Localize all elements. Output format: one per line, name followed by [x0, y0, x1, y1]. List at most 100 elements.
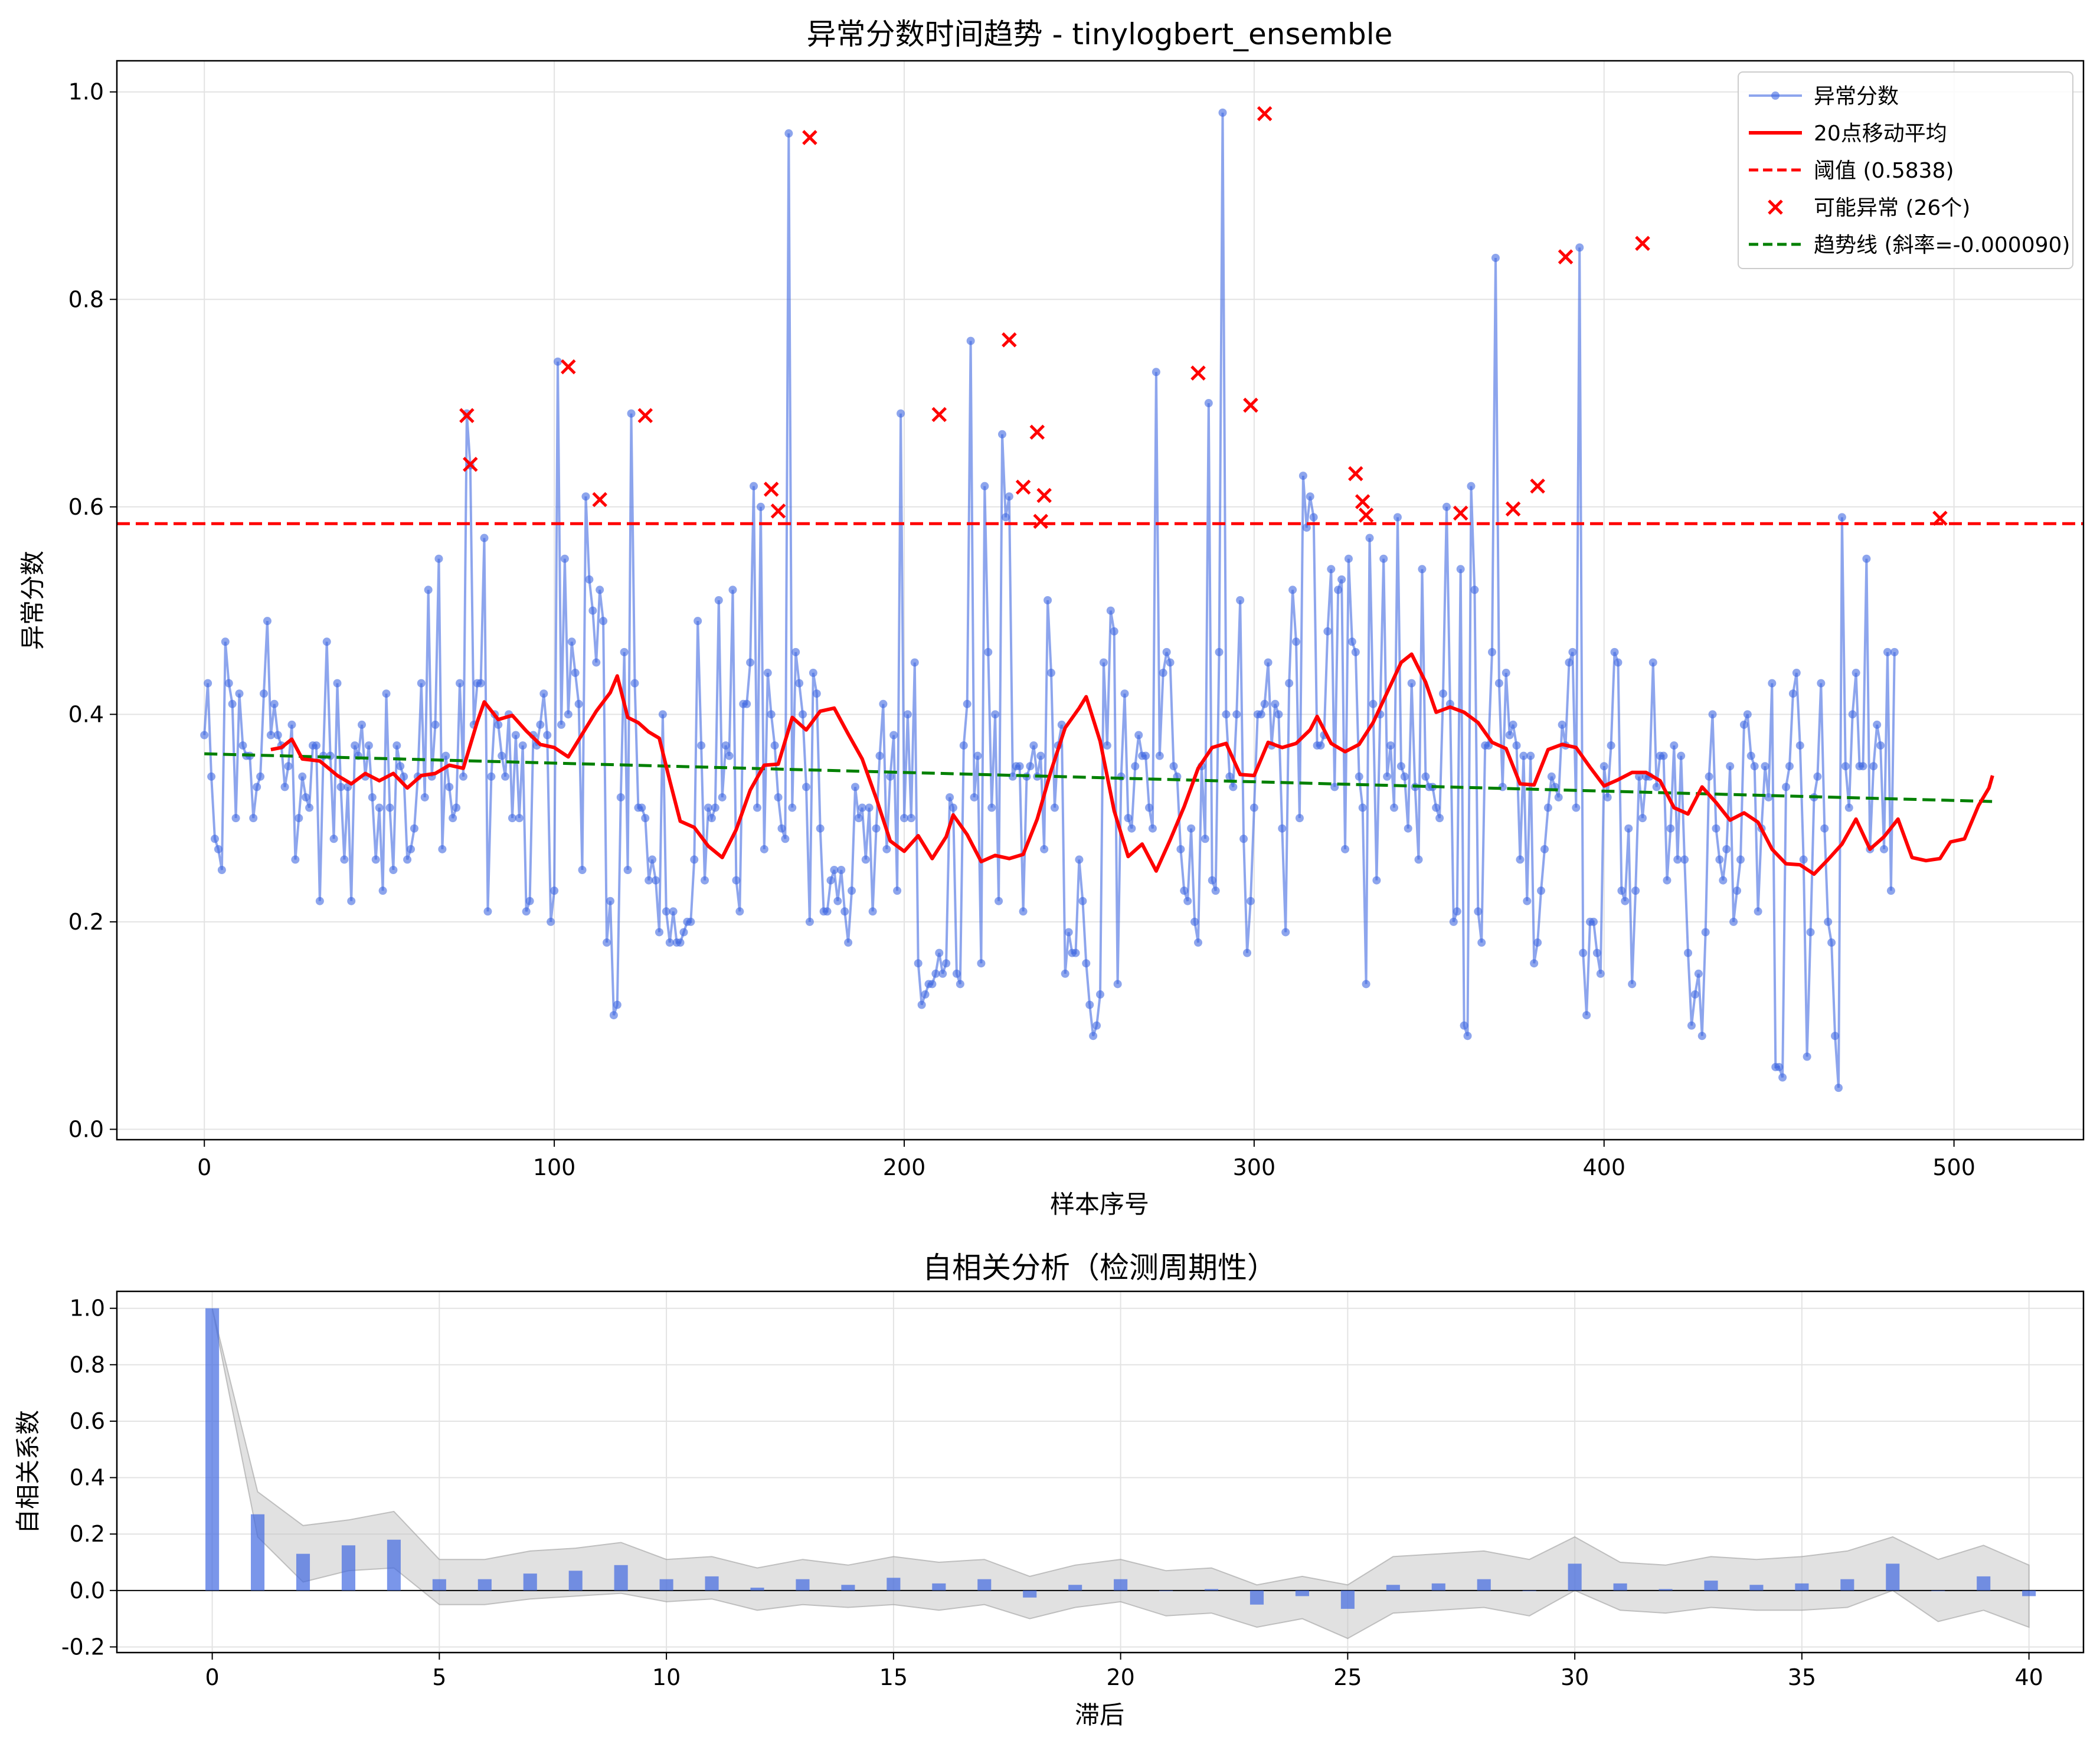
- anomaly-score-point: [1008, 772, 1017, 781]
- anomaly-score-point: [1148, 824, 1157, 833]
- anomaly-score-point: [1764, 793, 1773, 801]
- anomaly-marker-stroke: [1505, 501, 1521, 517]
- anomaly-score-point: [400, 772, 408, 781]
- anomaly-score-point: [851, 783, 859, 791]
- anomaly-score-point: [382, 689, 391, 698]
- anomaly-score-point: [1400, 772, 1409, 781]
- anomaly-score-point: [1155, 751, 1164, 760]
- anomaly-marker: [1932, 511, 1948, 526]
- anomaly-score-point: [1680, 855, 1689, 864]
- legend-entry-label: 异常分数: [1814, 84, 1899, 109]
- anomaly-score-point: [1208, 876, 1216, 885]
- anomaly-score-point: [1834, 1084, 1843, 1092]
- anomaly-score-point: [767, 710, 776, 719]
- anomaly-marker-stroke: [1558, 249, 1574, 264]
- anomaly-score-point: [1278, 824, 1287, 833]
- x-tick-label: 200: [883, 1154, 926, 1180]
- autocorrelation-bar: [568, 1571, 583, 1591]
- autocorrelation-chart: 自相关分析（检测周期性） 0 5 10 15 20 25 30 35 40-0.20.00.20…: [14, 1251, 2085, 1729]
- anomaly-score-point: [1750, 762, 1759, 771]
- anomaly-score-point: [970, 793, 979, 801]
- anomaly-score-point: [1589, 917, 1598, 926]
- anomaly-score-point: [1824, 917, 1833, 926]
- anomaly-marker: [1355, 494, 1370, 509]
- anomaly-marker-stroke: [1029, 424, 1045, 440]
- anomaly-score-point: [1579, 948, 1588, 957]
- anomaly-score-point: [449, 814, 457, 823]
- x-tick-label: 100: [533, 1154, 576, 1180]
- anomaly-score-point: [1477, 938, 1486, 947]
- anomaly-score-point: [1852, 669, 1860, 678]
- x-tick-label: 25: [1333, 1664, 1362, 1690]
- anomaly-score-point: [987, 803, 996, 812]
- anomaly-score-point: [1082, 959, 1091, 968]
- anomaly-score-point: [980, 482, 989, 490]
- anomaly-score-point: [1124, 814, 1133, 823]
- anomaly-score-point: [1547, 772, 1556, 781]
- anomaly-score-point: [963, 699, 972, 708]
- anomaly-score-point: [1134, 731, 1143, 740]
- anomaly-score-point: [1099, 658, 1108, 667]
- anomaly-score-point: [1040, 845, 1049, 853]
- anomaly-score-point: [1463, 1032, 1472, 1041]
- autocorrelation-bar: [977, 1579, 992, 1591]
- anomaly-score-point: [364, 741, 373, 750]
- trend-chart-plot-area: [117, 106, 2083, 1092]
- anomaly-score-point: [1103, 741, 1111, 750]
- anomaly-score-point: [1453, 907, 1461, 916]
- anomaly-marker: [463, 456, 478, 472]
- anomaly-score-point: [305, 803, 314, 812]
- anomaly-score-point: [1631, 886, 1640, 895]
- anomaly-score-point: [511, 731, 520, 740]
- anomaly-score-point: [1089, 1032, 1098, 1041]
- anomaly-score-point: [732, 876, 741, 885]
- anomaly-score-point: [718, 793, 727, 801]
- anomaly-score-point: [1162, 647, 1171, 656]
- anomaly-score-point: [1141, 751, 1150, 760]
- anomaly-score-point: [1670, 741, 1679, 750]
- anomaly-score-point: [1365, 534, 1374, 542]
- anomaly-score-point: [329, 835, 338, 843]
- autocorrelation-bar: [296, 1553, 310, 1591]
- anomaly-score-point: [1435, 814, 1444, 823]
- anomaly-score-point: [1663, 876, 1672, 885]
- anomaly-marker-stroke: [1002, 332, 1017, 348]
- anomaly-score-point: [1302, 523, 1311, 532]
- anomaly-score-point: [547, 917, 555, 926]
- legend-box: [1738, 71, 2073, 269]
- anomaly-marker-stroke: [1243, 397, 1258, 413]
- anomaly-score-point: [368, 793, 377, 801]
- anomaly-score-point: [795, 679, 804, 688]
- anomaly-marker: [1029, 424, 1045, 440]
- anomaly-score-point: [1505, 731, 1514, 740]
- anomaly-marker-stroke: [459, 408, 475, 423]
- anomaly-score-point: [291, 855, 300, 864]
- anomaly-score-point: [1519, 751, 1528, 760]
- anomaly-score-point: [1246, 897, 1255, 905]
- anomaly-score-point: [1159, 669, 1167, 678]
- anomaly-score-point: [1687, 1021, 1696, 1030]
- anomaly-marker: [802, 130, 817, 145]
- anomaly-score-point: [1096, 990, 1104, 999]
- anomaly-score-point: [207, 772, 216, 781]
- anomaly-score-point: [1330, 783, 1339, 791]
- x-tick-label: 40: [2014, 1664, 2043, 1690]
- anomaly-score-point: [487, 772, 496, 781]
- anomaly-score-point: [637, 803, 646, 812]
- anomaly-score-point: [1078, 897, 1087, 905]
- anomaly-score-point: [1460, 1021, 1468, 1030]
- anomaly-score-point: [596, 585, 604, 594]
- anomaly-score-point: [1806, 928, 1815, 937]
- autocorrelation-bar: [341, 1545, 355, 1591]
- anomaly-score-point: [1092, 1021, 1101, 1030]
- anomaly-score-point: [728, 585, 737, 594]
- autocorrelation-chart-grid: [117, 1291, 2083, 1653]
- anomaly-score-point: [1526, 751, 1535, 760]
- anomaly-score-point: [1439, 689, 1448, 698]
- anomaly-marker-stroke: [931, 407, 947, 423]
- trend-chart: 异常分数时间趋势 - tinylogbert_ensemble 0 100 200 3…: [18, 17, 2085, 1219]
- anomaly-score-point: [760, 845, 768, 853]
- anomaly-score-point: [1635, 772, 1644, 781]
- anomaly-score-point: [221, 637, 230, 646]
- anomaly-score-point: [935, 948, 944, 957]
